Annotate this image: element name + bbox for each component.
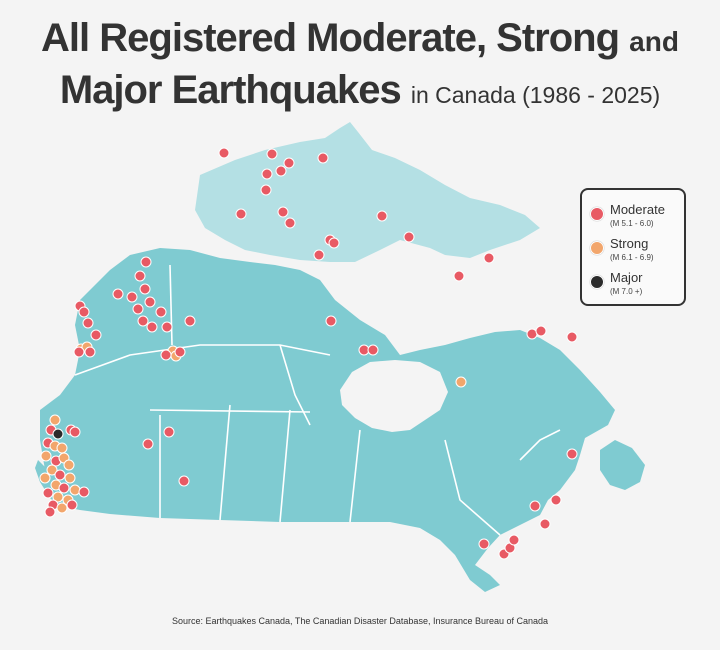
earthquake-point-moderate <box>483 252 495 264</box>
earthquake-point-moderate <box>58 482 70 494</box>
earthquake-point-strong <box>40 450 52 462</box>
earthquake-point-strong <box>64 472 76 484</box>
earthquake-point-moderate <box>82 317 94 329</box>
earthquake-point-moderate <box>317 152 329 164</box>
earthquake-point-moderate <box>78 486 90 498</box>
earthquake-point-moderate <box>160 349 172 361</box>
earthquake-point-moderate <box>283 157 295 169</box>
earthquake-point-moderate <box>539 518 551 530</box>
earthquake-point-moderate <box>137 315 149 327</box>
earthquake-point-moderate <box>146 321 158 333</box>
earthquake-point-moderate <box>275 165 287 177</box>
earthquake-point-moderate <box>453 270 465 282</box>
earthquake-point-moderate <box>155 306 167 318</box>
earthquake-point-moderate <box>73 346 85 358</box>
earthquake-point-moderate <box>260 184 272 196</box>
earthquake-point-moderate <box>266 148 278 160</box>
legend-label: Moderate <box>610 202 665 217</box>
earthquake-points <box>39 147 578 560</box>
title-line2: Major Earthquakes in Canada (1986 - 2025… <box>0 68 720 113</box>
earthquake-point-strong <box>455 376 467 388</box>
legend-range: (M 6.1 - 6.9) <box>610 253 654 262</box>
earthquake-point-strong <box>56 442 68 454</box>
earthquake-point-strong <box>52 491 64 503</box>
earthquake-point-moderate <box>142 438 154 450</box>
canada-landmass <box>35 122 645 592</box>
earthquake-point-moderate <box>325 315 337 327</box>
earthquake-point-major <box>52 428 64 440</box>
earthquake-point-moderate <box>218 147 230 159</box>
earthquake-point-moderate <box>566 331 578 343</box>
earthquake-point-moderate <box>178 475 190 487</box>
earthquake-point-moderate <box>78 306 90 318</box>
earthquake-point-strong <box>69 484 81 496</box>
earthquake-point-strong <box>63 459 75 471</box>
earthquake-point-moderate <box>535 325 547 337</box>
legend-range: (M 5.1 - 6.0) <box>610 219 654 228</box>
earthquake-point-moderate <box>313 249 325 261</box>
earthquake-point-moderate <box>550 494 562 506</box>
earthquake-point-moderate <box>90 329 102 341</box>
title-suffix-2: in Canada (1986 - 2025) <box>410 82 661 108</box>
earthquake-point-moderate <box>132 303 144 315</box>
earthquake-point-moderate <box>112 288 124 300</box>
earthquake-point-moderate <box>261 168 273 180</box>
earthquake-point-moderate <box>44 506 56 518</box>
earthquake-point-moderate <box>42 487 54 499</box>
earthquake-point-moderate <box>174 346 186 358</box>
earthquake-point-moderate <box>163 426 175 438</box>
earthquake-point-strong <box>56 502 68 514</box>
earthquake-point-moderate <box>277 206 289 218</box>
earthquake-point-moderate <box>284 217 296 229</box>
earthquake-point-moderate <box>54 469 66 481</box>
major-dot-icon <box>590 275 604 289</box>
title-suffix-1: and <box>629 26 679 57</box>
earthquake-point-moderate <box>139 283 151 295</box>
title-main-2: Major Earthquakes <box>59 68 402 112</box>
earthquake-point-moderate <box>66 499 78 511</box>
moderate-dot-icon <box>590 207 604 221</box>
title-main-1: All Registered Moderate, Strong <box>41 16 620 60</box>
legend-label: Strong <box>610 236 649 251</box>
earthquake-point-moderate <box>566 448 578 460</box>
earthquake-point-moderate <box>69 426 81 438</box>
earthquake-point-moderate <box>84 346 96 358</box>
earthquake-point-moderate <box>134 270 146 282</box>
legend-range: (M 7.0 +) <box>610 287 643 296</box>
title-line1: All Registered Moderate, Strong and <box>0 16 720 61</box>
earthquake-point-moderate <box>529 500 541 512</box>
earthquake-point-moderate <box>526 328 538 340</box>
earthquake-point-moderate <box>508 534 520 546</box>
earthquake-point-moderate <box>235 208 247 220</box>
earthquake-point-moderate <box>328 237 340 249</box>
earthquake-point-moderate <box>367 344 379 356</box>
earthquake-point-moderate <box>161 321 173 333</box>
earthquake-point-moderate <box>144 296 156 308</box>
earthquake-point-moderate <box>184 315 196 327</box>
earthquake-point-moderate <box>376 210 388 222</box>
legend-label: Major <box>610 270 643 285</box>
strong-dot-icon <box>590 241 604 255</box>
earthquake-point-moderate <box>126 291 138 303</box>
legend: Moderate (M 5.1 - 6.0) Strong (M 6.1 - 6… <box>580 188 686 306</box>
source-note: Source: Earthquakes Canada, The Canadian… <box>171 616 549 626</box>
earthquake-point-moderate <box>140 256 152 268</box>
earthquake-point-moderate <box>478 538 490 550</box>
earthquake-point-strong <box>39 472 51 484</box>
earthquake-point-moderate <box>403 231 415 243</box>
earthquake-point-strong <box>46 464 58 476</box>
earthquake-point-strong <box>49 414 61 426</box>
